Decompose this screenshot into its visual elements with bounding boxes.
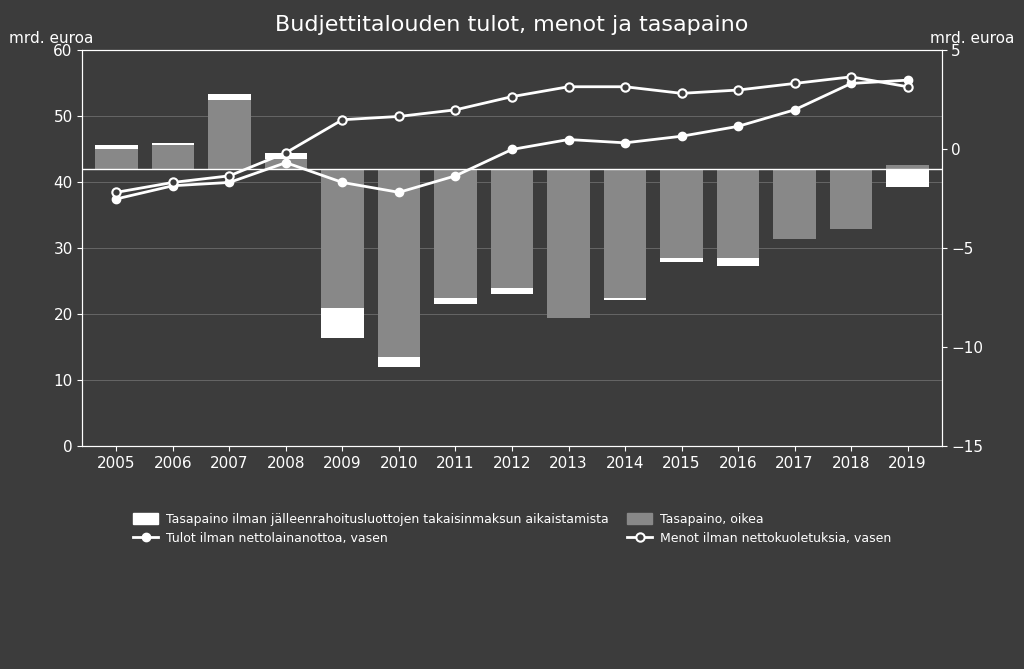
Line: Menot ilman nettokuoletuksia, vasen: Menot ilman nettokuoletuksia, vasen	[113, 73, 911, 197]
Menot ilman nettokuoletuksia, vasen	[280, 149, 292, 157]
Bar	[265, 153, 307, 169]
Bar	[152, 143, 195, 169]
Bar	[717, 169, 759, 258]
Tulot ilman nettolainanottoa, vasen	[393, 188, 406, 196]
Bar	[265, 159, 307, 169]
Text: mrd. euroa: mrd. euroa	[930, 31, 1015, 46]
Bar	[604, 169, 646, 298]
Bar	[95, 149, 137, 169]
Tulot ilman nettolainanottoa, vasen	[618, 139, 631, 147]
Bar	[604, 169, 646, 300]
Tulot ilman nettolainanottoa, vasen	[167, 182, 179, 190]
Bar	[208, 100, 251, 169]
Tulot ilman nettolainanottoa, vasen	[336, 179, 348, 187]
Tulot ilman nettolainanottoa, vasen	[845, 80, 857, 88]
Tulot ilman nettolainanottoa, vasen	[450, 172, 462, 180]
Tulot ilman nettolainanottoa, vasen	[280, 159, 292, 167]
Bar	[660, 169, 702, 258]
Bar	[547, 169, 590, 318]
Tulot ilman nettolainanottoa, vasen	[732, 122, 744, 130]
Bar	[378, 169, 420, 367]
Text: mrd. euroa: mrd. euroa	[9, 31, 94, 46]
Bar	[773, 169, 816, 239]
Bar	[208, 94, 251, 169]
Menot ilman nettokuoletuksia, vasen	[506, 92, 518, 100]
Bar	[887, 165, 929, 169]
Menot ilman nettokuoletuksia, vasen	[167, 179, 179, 187]
Bar	[829, 169, 872, 223]
Tulot ilman nettolainanottoa, vasen	[676, 132, 688, 140]
Bar	[490, 169, 534, 294]
Bar	[434, 169, 477, 298]
Bar	[660, 169, 702, 262]
Menot ilman nettokuoletuksia, vasen	[845, 73, 857, 81]
Bar	[490, 169, 534, 288]
Menot ilman nettokuoletuksia, vasen	[111, 188, 123, 196]
Tulot ilman nettolainanottoa, vasen	[223, 179, 236, 187]
Legend: Tasapaino ilman jälleenrahoitusluottojen takaisinmaksun aikaistamista, Tulot ilm: Tasapaino ilman jälleenrahoitusluottojen…	[128, 508, 896, 551]
Tulot ilman nettolainanottoa, vasen	[901, 76, 913, 84]
Bar	[773, 169, 816, 239]
Menot ilman nettokuoletuksia, vasen	[336, 116, 348, 124]
Tulot ilman nettolainanottoa, vasen	[506, 145, 518, 153]
Menot ilman nettokuoletuksia, vasen	[223, 172, 236, 180]
Bar	[887, 169, 929, 187]
Bar	[322, 169, 364, 308]
Bar	[829, 169, 872, 229]
Title: Budjettitalouden tulot, menot ja tasapaino: Budjettitalouden tulot, menot ja tasapai…	[275, 15, 749, 35]
Menot ilman nettokuoletuksia, vasen	[732, 86, 744, 94]
Bar	[717, 169, 759, 266]
Bar	[152, 145, 195, 169]
Menot ilman nettokuoletuksia, vasen	[393, 112, 406, 120]
Menot ilman nettokuoletuksia, vasen	[618, 83, 631, 91]
Bar	[95, 145, 137, 169]
Bar	[434, 169, 477, 304]
Menot ilman nettokuoletuksia, vasen	[788, 80, 801, 88]
Line: Tulot ilman nettolainanottoa, vasen: Tulot ilman nettolainanottoa, vasen	[113, 76, 911, 203]
Tulot ilman nettolainanottoa, vasen	[111, 195, 123, 203]
Menot ilman nettokuoletuksia, vasen	[676, 90, 688, 98]
Bar	[322, 169, 364, 338]
Tulot ilman nettolainanottoa, vasen	[562, 136, 574, 144]
Bar	[547, 169, 590, 314]
Menot ilman nettokuoletuksia, vasen	[562, 83, 574, 91]
Menot ilman nettokuoletuksia, vasen	[450, 106, 462, 114]
Menot ilman nettokuoletuksia, vasen	[901, 83, 913, 91]
Bar	[378, 169, 420, 357]
Tulot ilman nettolainanottoa, vasen	[788, 106, 801, 114]
